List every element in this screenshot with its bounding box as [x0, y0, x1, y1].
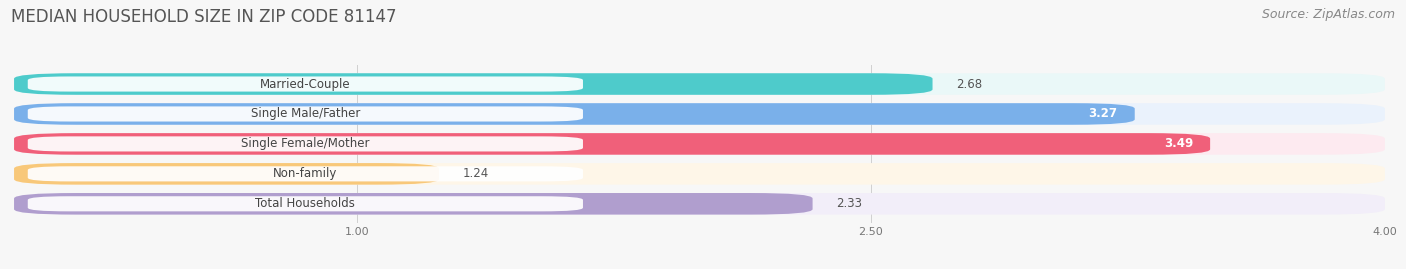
Text: 3.27: 3.27: [1088, 108, 1118, 121]
FancyBboxPatch shape: [14, 133, 1211, 155]
FancyBboxPatch shape: [14, 163, 1385, 185]
Text: Single Male/Father: Single Male/Father: [250, 108, 360, 121]
Text: Single Female/Mother: Single Female/Mother: [240, 137, 370, 150]
FancyBboxPatch shape: [28, 196, 583, 211]
Text: 3.49: 3.49: [1164, 137, 1194, 150]
FancyBboxPatch shape: [14, 103, 1385, 125]
Text: Non-family: Non-family: [273, 167, 337, 180]
FancyBboxPatch shape: [28, 136, 583, 151]
Text: 2.68: 2.68: [956, 77, 983, 91]
Text: Married-Couple: Married-Couple: [260, 77, 350, 91]
FancyBboxPatch shape: [14, 163, 439, 185]
FancyBboxPatch shape: [14, 133, 1385, 155]
FancyBboxPatch shape: [14, 193, 1385, 215]
FancyBboxPatch shape: [28, 76, 583, 91]
FancyBboxPatch shape: [28, 107, 583, 122]
FancyBboxPatch shape: [14, 73, 932, 95]
Text: 1.24: 1.24: [463, 167, 489, 180]
Text: Source: ZipAtlas.com: Source: ZipAtlas.com: [1261, 8, 1395, 21]
FancyBboxPatch shape: [28, 166, 583, 181]
FancyBboxPatch shape: [14, 103, 1135, 125]
FancyBboxPatch shape: [14, 193, 813, 215]
Text: MEDIAN HOUSEHOLD SIZE IN ZIP CODE 81147: MEDIAN HOUSEHOLD SIZE IN ZIP CODE 81147: [11, 8, 396, 26]
FancyBboxPatch shape: [14, 73, 1385, 95]
Text: 2.33: 2.33: [837, 197, 862, 210]
Text: Total Households: Total Households: [256, 197, 356, 210]
